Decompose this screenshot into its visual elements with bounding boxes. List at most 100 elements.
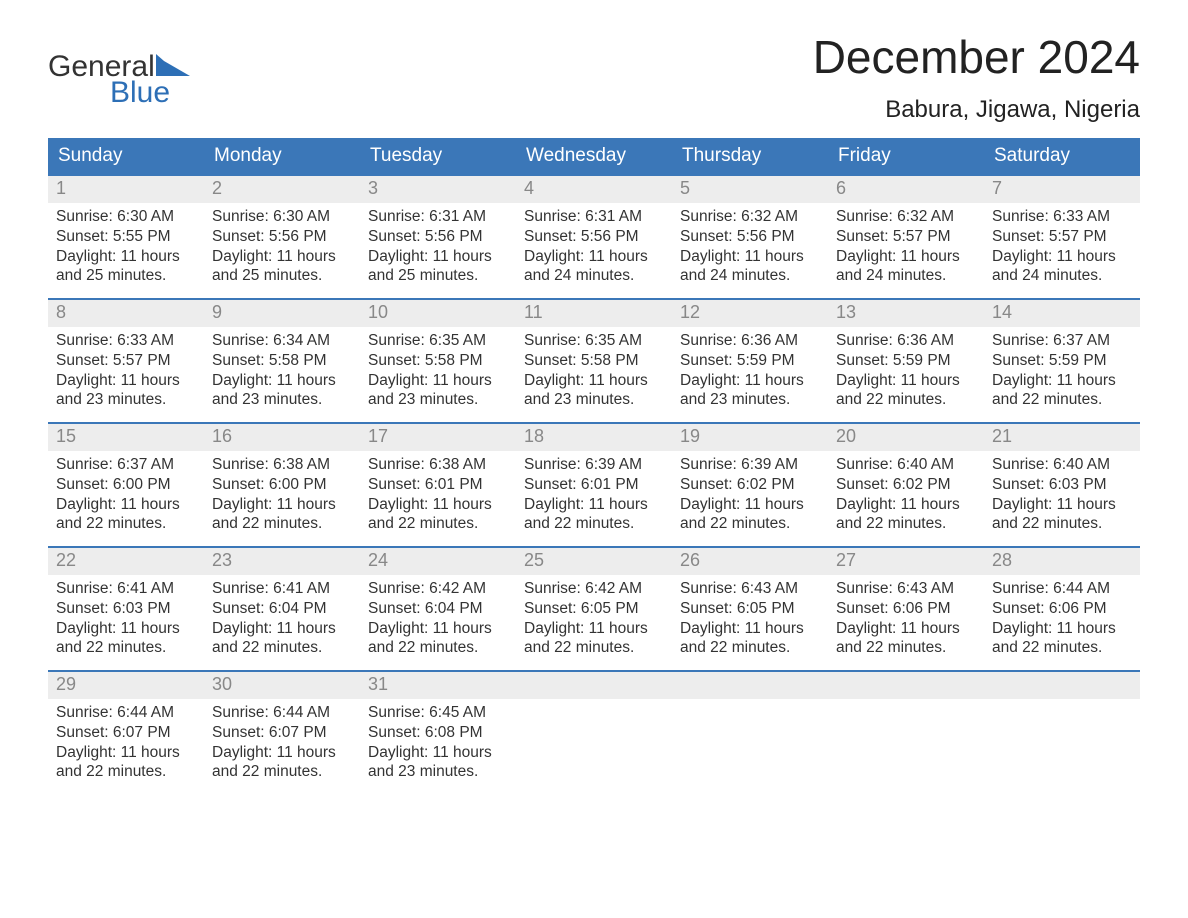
day-number: 23 — [204, 548, 360, 575]
daylight-line-1: Daylight: 11 hours — [524, 619, 664, 639]
sunset-line: Sunset: 5:55 PM — [56, 227, 196, 247]
daylight-line-1: Daylight: 11 hours — [680, 371, 820, 391]
day-details: Sunrise: 6:41 AMSunset: 6:03 PMDaylight:… — [48, 575, 204, 658]
sunset-line: Sunset: 6:07 PM — [56, 723, 196, 743]
day-details: Sunrise: 6:31 AMSunset: 5:56 PMDaylight:… — [516, 203, 672, 286]
daylight-line-1: Daylight: 11 hours — [680, 495, 820, 515]
day-number: 31 — [360, 672, 516, 699]
daylight-line-1: Daylight: 11 hours — [368, 247, 508, 267]
day-cell — [828, 672, 984, 794]
header-region: General Blue December 2024 Babura, Jigaw… — [48, 30, 1140, 124]
daylight-line-2: and 23 minutes. — [368, 762, 508, 782]
sunset-line: Sunset: 5:59 PM — [680, 351, 820, 371]
sunrise-line: Sunrise: 6:38 AM — [212, 455, 352, 475]
day-cell: 14Sunrise: 6:37 AMSunset: 5:59 PMDayligh… — [984, 300, 1140, 422]
day-cell: 29Sunrise: 6:44 AMSunset: 6:07 PMDayligh… — [48, 672, 204, 794]
daylight-line-2: and 22 minutes. — [680, 638, 820, 658]
daylight-line-2: and 22 minutes. — [368, 638, 508, 658]
day-number: 12 — [672, 300, 828, 327]
day-cell: 31Sunrise: 6:45 AMSunset: 6:08 PMDayligh… — [360, 672, 516, 794]
day-number: 10 — [360, 300, 516, 327]
day-cell: 24Sunrise: 6:42 AMSunset: 6:04 PMDayligh… — [360, 548, 516, 670]
daylight-line-1: Daylight: 11 hours — [836, 619, 976, 639]
sunrise-line: Sunrise: 6:30 AM — [56, 207, 196, 227]
title-block: December 2024 Babura, Jigawa, Nigeria — [813, 30, 1140, 124]
day-cell: 16Sunrise: 6:38 AMSunset: 6:00 PMDayligh… — [204, 424, 360, 546]
day-number: 6 — [828, 176, 984, 203]
day-cell: 2Sunrise: 6:30 AMSunset: 5:56 PMDaylight… — [204, 176, 360, 298]
sunrise-line: Sunrise: 6:37 AM — [56, 455, 196, 475]
daylight-line-1: Daylight: 11 hours — [368, 743, 508, 763]
daylight-line-1: Daylight: 11 hours — [368, 495, 508, 515]
day-cell: 18Sunrise: 6:39 AMSunset: 6:01 PMDayligh… — [516, 424, 672, 546]
sunrise-line: Sunrise: 6:39 AM — [524, 455, 664, 475]
sunset-line: Sunset: 5:58 PM — [368, 351, 508, 371]
sunset-line: Sunset: 6:04 PM — [212, 599, 352, 619]
month-title: December 2024 — [813, 30, 1140, 84]
daylight-line-2: and 22 minutes. — [56, 638, 196, 658]
day-number: 17 — [360, 424, 516, 451]
sunset-line: Sunset: 6:05 PM — [524, 599, 664, 619]
day-number: 18 — [516, 424, 672, 451]
day-details: Sunrise: 6:40 AMSunset: 6:03 PMDaylight:… — [984, 451, 1140, 534]
sunset-line: Sunset: 6:02 PM — [680, 475, 820, 495]
weekday-header: Friday — [828, 138, 984, 176]
daylight-line-1: Daylight: 11 hours — [992, 371, 1132, 391]
sunrise-line: Sunrise: 6:34 AM — [212, 331, 352, 351]
sunrise-line: Sunrise: 6:35 AM — [368, 331, 508, 351]
day-number: 2 — [204, 176, 360, 203]
day-details: Sunrise: 6:39 AMSunset: 6:01 PMDaylight:… — [516, 451, 672, 534]
day-cell: 11Sunrise: 6:35 AMSunset: 5:58 PMDayligh… — [516, 300, 672, 422]
sunset-line: Sunset: 5:56 PM — [368, 227, 508, 247]
sunset-line: Sunset: 5:57 PM — [992, 227, 1132, 247]
day-cell: 27Sunrise: 6:43 AMSunset: 6:06 PMDayligh… — [828, 548, 984, 670]
week-row: 1Sunrise: 6:30 AMSunset: 5:55 PMDaylight… — [48, 176, 1140, 298]
day-number: 25 — [516, 548, 672, 575]
day-number — [672, 672, 828, 699]
day-details: Sunrise: 6:43 AMSunset: 6:06 PMDaylight:… — [828, 575, 984, 658]
day-number: 7 — [984, 176, 1140, 203]
sunset-line: Sunset: 5:58 PM — [524, 351, 664, 371]
logo-word-2: Blue — [110, 78, 190, 108]
sunrise-line: Sunrise: 6:30 AM — [212, 207, 352, 227]
day-number: 9 — [204, 300, 360, 327]
day-details: Sunrise: 6:33 AMSunset: 5:57 PMDaylight:… — [984, 203, 1140, 286]
day-number: 24 — [360, 548, 516, 575]
sunrise-line: Sunrise: 6:32 AM — [680, 207, 820, 227]
day-number — [828, 672, 984, 699]
sunset-line: Sunset: 6:08 PM — [368, 723, 508, 743]
sunrise-line: Sunrise: 6:35 AM — [524, 331, 664, 351]
daylight-line-1: Daylight: 11 hours — [368, 371, 508, 391]
sunrise-line: Sunrise: 6:39 AM — [680, 455, 820, 475]
day-number: 4 — [516, 176, 672, 203]
day-details: Sunrise: 6:39 AMSunset: 6:02 PMDaylight:… — [672, 451, 828, 534]
sunset-line: Sunset: 5:56 PM — [212, 227, 352, 247]
daylight-line-2: and 22 minutes. — [524, 638, 664, 658]
day-details: Sunrise: 6:30 AMSunset: 5:56 PMDaylight:… — [204, 203, 360, 286]
day-cell: 1Sunrise: 6:30 AMSunset: 5:55 PMDaylight… — [48, 176, 204, 298]
daylight-line-2: and 22 minutes. — [212, 638, 352, 658]
day-cell — [984, 672, 1140, 794]
weekday-header: Sunday — [48, 138, 204, 176]
sunrise-line: Sunrise: 6:42 AM — [368, 579, 508, 599]
daylight-line-1: Daylight: 11 hours — [212, 495, 352, 515]
day-cell: 17Sunrise: 6:38 AMSunset: 6:01 PMDayligh… — [360, 424, 516, 546]
day-details: Sunrise: 6:37 AMSunset: 5:59 PMDaylight:… — [984, 327, 1140, 410]
daylight-line-1: Daylight: 11 hours — [212, 247, 352, 267]
day-cell: 28Sunrise: 6:44 AMSunset: 6:06 PMDayligh… — [984, 548, 1140, 670]
sunrise-line: Sunrise: 6:42 AM — [524, 579, 664, 599]
week-row: 15Sunrise: 6:37 AMSunset: 6:00 PMDayligh… — [48, 422, 1140, 546]
daylight-line-2: and 23 minutes. — [212, 390, 352, 410]
daylight-line-2: and 22 minutes. — [992, 514, 1132, 534]
sunset-line: Sunset: 5:56 PM — [524, 227, 664, 247]
daylight-line-1: Daylight: 11 hours — [56, 743, 196, 763]
sunrise-line: Sunrise: 6:41 AM — [56, 579, 196, 599]
day-cell: 4Sunrise: 6:31 AMSunset: 5:56 PMDaylight… — [516, 176, 672, 298]
daylight-line-1: Daylight: 11 hours — [992, 247, 1132, 267]
sunrise-line: Sunrise: 6:41 AM — [212, 579, 352, 599]
daylight-line-1: Daylight: 11 hours — [992, 619, 1132, 639]
day-cell: 21Sunrise: 6:40 AMSunset: 6:03 PMDayligh… — [984, 424, 1140, 546]
location-subtitle: Babura, Jigawa, Nigeria — [813, 96, 1140, 124]
daylight-line-2: and 23 minutes. — [524, 390, 664, 410]
sunset-line: Sunset: 6:07 PM — [212, 723, 352, 743]
